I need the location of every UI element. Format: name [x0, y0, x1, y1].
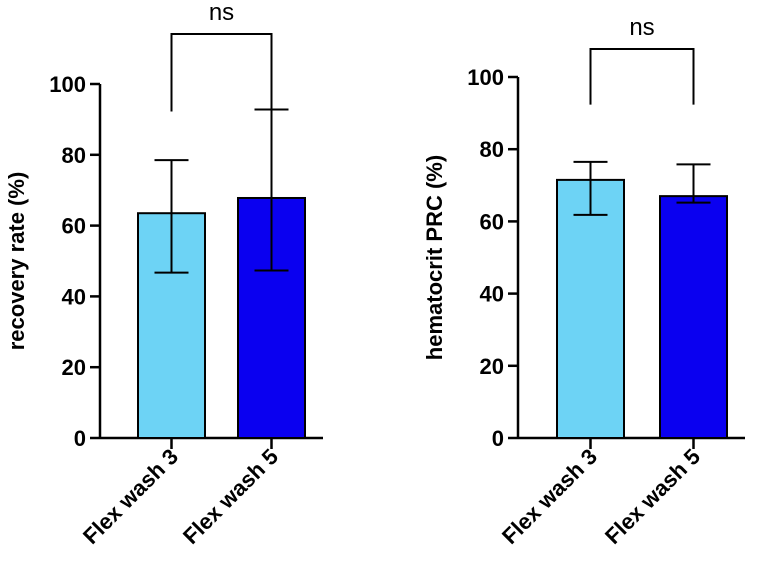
chart-hematocrit-prc: 0 20 40 60 80 100 hematocrit PRC (%) Flex wash … — [422, 14, 745, 549]
y-tick-label: 60 — [62, 214, 86, 239]
x-category-label: Flex wash 3 — [78, 444, 183, 549]
significance-bracket — [170, 33, 273, 112]
bar — [659, 195, 728, 439]
x-category-label: Flex wash 5 — [600, 444, 705, 549]
y-tick-label: 100 — [467, 65, 504, 90]
x-category-label: Flex wash 5 — [178, 444, 283, 549]
y-axis-title: hematocrit PRC (%) — [422, 155, 447, 360]
y-axis-title: recovery rate (%) — [4, 172, 29, 351]
y-tick-label: 0 — [74, 426, 86, 451]
significance-bracket — [589, 48, 695, 105]
y-tick-label: 20 — [480, 354, 504, 379]
y-tick-label: 40 — [62, 284, 86, 309]
y-tick-label: 80 — [480, 137, 504, 162]
y-tick-label: 40 — [480, 282, 504, 307]
y-tick-label: 80 — [62, 143, 86, 168]
y-tick-label: 60 — [480, 209, 504, 234]
y-tick-label: 0 — [492, 426, 504, 451]
bar — [556, 178, 625, 439]
y-tick-label: 100 — [49, 72, 86, 97]
chart-recovery-rate: 0 20 40 60 80 100 recovery rate (%) Flex wash 3… — [4, 0, 323, 549]
y-tick-label: 20 — [62, 355, 86, 380]
significance-label: ns — [209, 0, 234, 26]
x-category-label: Flex wash 3 — [497, 444, 602, 549]
significance-label: ns — [629, 14, 654, 41]
